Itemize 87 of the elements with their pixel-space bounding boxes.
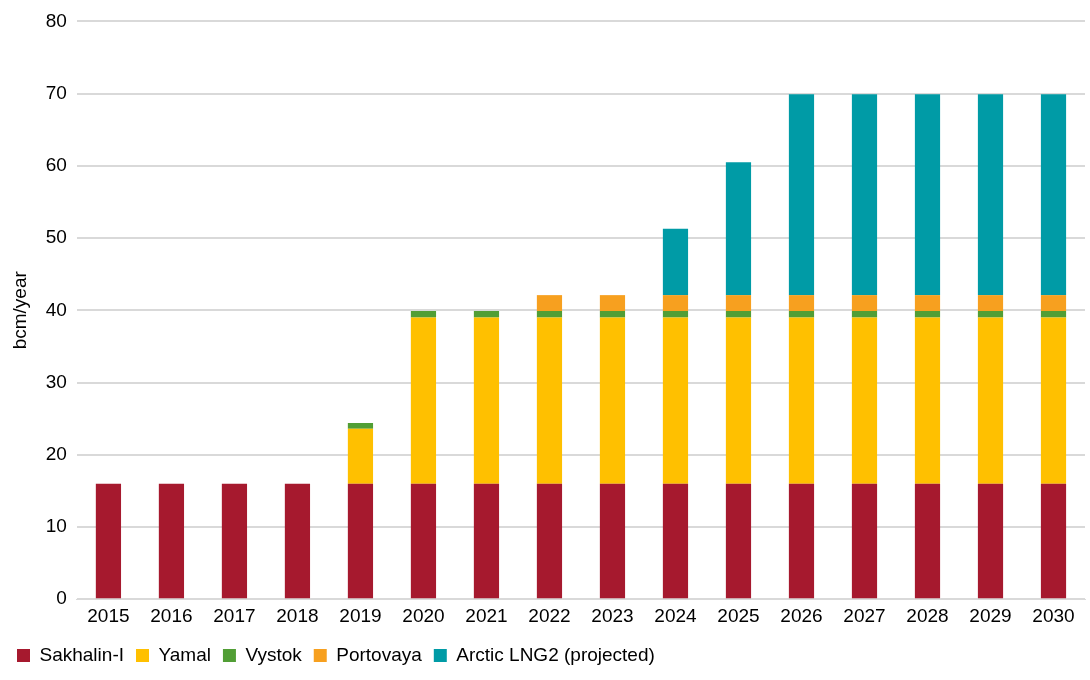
bar	[347, 483, 374, 599]
bar	[662, 228, 689, 296]
bar	[914, 311, 941, 318]
y-tick-label: 70	[45, 81, 67, 103]
bar	[851, 311, 878, 318]
y-tick-label: 30	[45, 370, 67, 392]
y-tick-label: 80	[45, 9, 67, 31]
x-tick-label: 2023	[591, 604, 634, 626]
bar	[536, 483, 563, 599]
legend-label: Portovaya	[336, 643, 423, 665]
bar	[410, 311, 437, 318]
bar	[977, 311, 1004, 318]
legend-label: Sakhalin-I	[39, 643, 124, 665]
bar	[725, 483, 752, 599]
x-tick-label: 2019	[339, 604, 382, 626]
bar	[725, 317, 752, 484]
bar	[1040, 483, 1067, 599]
x-tick-label: 2026	[780, 604, 823, 626]
bar	[851, 317, 878, 484]
bar	[725, 162, 752, 296]
bar	[473, 311, 500, 318]
bar	[788, 483, 815, 599]
bar	[1040, 311, 1067, 318]
bar	[95, 483, 122, 599]
bar	[977, 295, 1004, 312]
bar	[599, 483, 626, 599]
bar	[977, 483, 1004, 599]
bar	[536, 295, 563, 312]
bar	[1040, 295, 1067, 312]
bar	[851, 295, 878, 312]
bar	[410, 483, 437, 599]
bar	[914, 94, 941, 296]
bar	[725, 295, 752, 312]
bar	[1040, 317, 1067, 484]
bar	[725, 311, 752, 318]
bar	[599, 311, 626, 318]
x-tick-label: 2021	[465, 604, 508, 626]
bar	[662, 483, 689, 599]
bar	[347, 428, 374, 484]
bar	[473, 317, 500, 484]
bar	[284, 483, 311, 599]
bar	[473, 483, 500, 599]
y-tick-label: 0	[56, 587, 67, 609]
y-axis-title: bcm/year	[8, 270, 30, 350]
x-tick-label: 2027	[843, 604, 886, 626]
y-tick-label: 40	[45, 298, 67, 320]
y-tick-label: 20	[45, 442, 67, 464]
bar	[662, 295, 689, 312]
bar	[788, 317, 815, 484]
bar	[1040, 94, 1067, 296]
x-tick-label: 2020	[402, 604, 445, 626]
x-tick-label: 2022	[528, 604, 571, 626]
x-tick-label: 2030	[1032, 604, 1075, 626]
bar	[347, 422, 374, 429]
bar	[914, 295, 941, 312]
bar	[914, 317, 941, 484]
x-tick-label: 2029	[969, 604, 1012, 626]
legend-label: Arctic LNG2 (projected)	[456, 643, 655, 665]
bar	[788, 295, 815, 312]
x-tick-label: 2016	[150, 604, 193, 626]
bar	[536, 317, 563, 484]
x-tick-label: 2025	[717, 604, 760, 626]
bar	[788, 94, 815, 296]
bar	[662, 317, 689, 484]
x-tick-label: 2017	[213, 604, 256, 626]
bar	[788, 311, 815, 318]
bar	[599, 295, 626, 312]
bar	[977, 317, 1004, 484]
x-tick-label: 2018	[276, 604, 319, 626]
legend-label: Yamal	[158, 643, 211, 665]
bar	[851, 483, 878, 599]
bar	[914, 483, 941, 599]
y-tick-label: 10	[45, 515, 67, 537]
bar	[158, 483, 185, 599]
bar	[410, 317, 437, 484]
bar	[536, 311, 563, 318]
x-tick-label: 2028	[906, 604, 949, 626]
bar	[851, 94, 878, 296]
bar	[599, 317, 626, 484]
bar	[662, 311, 689, 318]
bar	[977, 94, 1004, 296]
y-tick-label: 50	[45, 226, 67, 248]
bar	[221, 483, 248, 599]
legend-label: Vystok	[245, 643, 303, 665]
x-tick-label: 2024	[654, 604, 698, 626]
y-tick-label: 60	[45, 154, 67, 176]
x-tick-label: 2015	[87, 604, 130, 626]
